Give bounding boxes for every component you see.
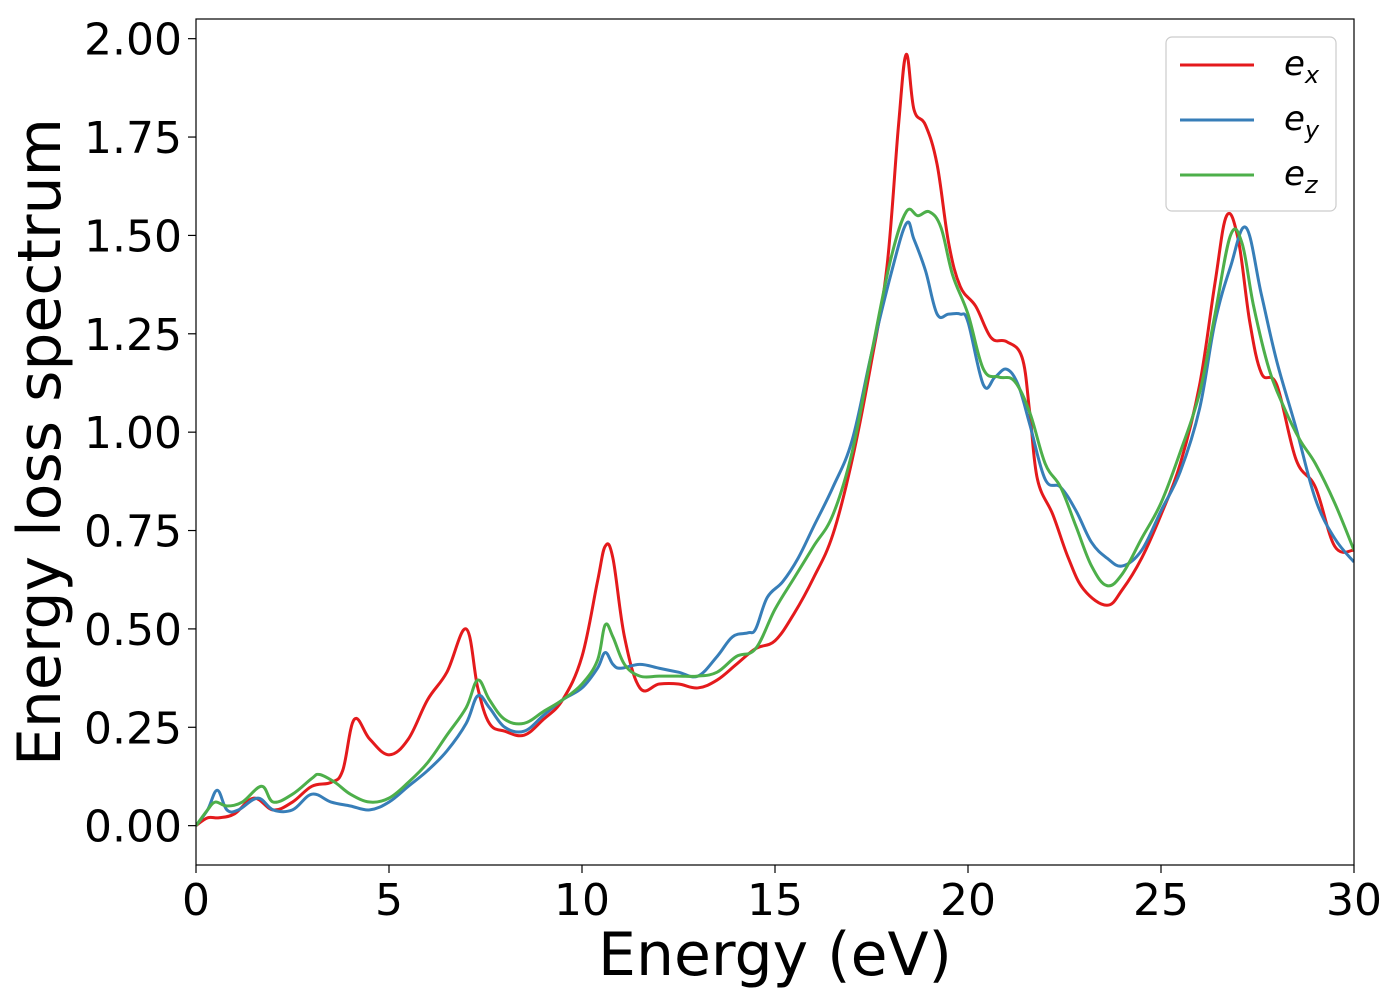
x-tick-label: 20 bbox=[940, 875, 996, 926]
x-tick-label: 10 bbox=[554, 875, 610, 926]
x-tick-label: 5 bbox=[375, 875, 403, 926]
y-tick-label: 0.75 bbox=[84, 507, 182, 558]
legend: ex ey ez bbox=[1165, 36, 1337, 212]
legend-box bbox=[1165, 36, 1337, 212]
x-tick-label: 30 bbox=[1326, 875, 1382, 926]
legend-label: ey bbox=[1284, 99, 1320, 144]
series-line-z bbox=[196, 207, 1354, 827]
axes: 0 5 10 15 20 25 30 0.00 0.25 0.50 0.75 1.00 1.25 1.50… bbox=[84, 15, 1382, 926]
series-line-y bbox=[196, 220, 1354, 827]
y-tick-label: 0.25 bbox=[84, 703, 182, 754]
y-tick-label: 1.00 bbox=[84, 408, 182, 459]
x-tick-label: 25 bbox=[1133, 875, 1189, 926]
y-tick-label: 1.50 bbox=[84, 211, 182, 262]
plot-area bbox=[196, 52, 1354, 827]
y-tick-label: 0.00 bbox=[84, 802, 182, 853]
x-tick-label: 0 bbox=[182, 875, 210, 926]
y-tick-label: 0.50 bbox=[84, 605, 182, 656]
x-axis-title: Energy (eV) bbox=[598, 920, 952, 990]
legend-label: ez bbox=[1284, 154, 1319, 199]
y-axis-title: Energy loss spectrum bbox=[5, 118, 75, 766]
y-tick-label: 2.00 bbox=[84, 15, 182, 66]
y-tick-label: 1.25 bbox=[84, 310, 182, 361]
legend-label: ex bbox=[1284, 44, 1320, 89]
y-tick-label: 1.75 bbox=[84, 113, 182, 164]
x-tick-label: 15 bbox=[747, 875, 803, 926]
